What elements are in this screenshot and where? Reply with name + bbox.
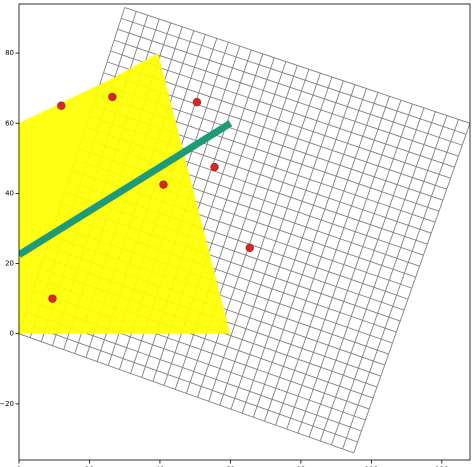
x-tick-label: 20 xyxy=(85,465,94,467)
scatter-point xyxy=(159,180,168,189)
grid-line-v xyxy=(22,322,358,443)
x-tick-label: 60 xyxy=(226,465,235,467)
scatter-point xyxy=(48,294,57,303)
scatter-point xyxy=(192,98,202,107)
y-axis: −20 0 20 40 60 80 xyxy=(0,49,19,408)
y-tick-label: −20 xyxy=(0,400,14,408)
y-tick-label: 40 xyxy=(5,189,14,197)
scatter-point xyxy=(108,92,117,102)
scatter-point xyxy=(210,162,219,172)
x-tick-label: 100 xyxy=(365,465,378,467)
y-tick-label: 80 xyxy=(5,49,14,57)
scatter-point xyxy=(245,243,254,252)
x-tick-label: 0 xyxy=(17,465,21,467)
line-layer xyxy=(19,120,233,258)
axes-frame xyxy=(18,3,471,461)
y-tick-label: 20 xyxy=(5,260,14,268)
plot-area xyxy=(19,7,470,454)
yellow-polygon xyxy=(19,53,231,334)
grid-line-v xyxy=(110,50,455,168)
polygon-layer xyxy=(19,53,231,334)
points-layer xyxy=(48,92,254,303)
x-axis: 0 20 40 60 80 100 120 xyxy=(17,460,449,467)
thick-line xyxy=(19,120,233,258)
grid-line-v xyxy=(19,333,354,454)
y-tick-label: 0 xyxy=(10,330,14,338)
scatter-point xyxy=(57,101,66,110)
grid-line-v xyxy=(124,7,470,124)
grid-line-v xyxy=(121,17,467,135)
x-tick-label: 40 xyxy=(155,465,164,467)
y-tick-label: 60 xyxy=(5,119,14,127)
grid-line-v xyxy=(117,28,463,146)
grid-line-v xyxy=(113,39,459,157)
x-tick-label: 80 xyxy=(296,465,305,467)
x-tick-label: 120 xyxy=(435,465,448,467)
